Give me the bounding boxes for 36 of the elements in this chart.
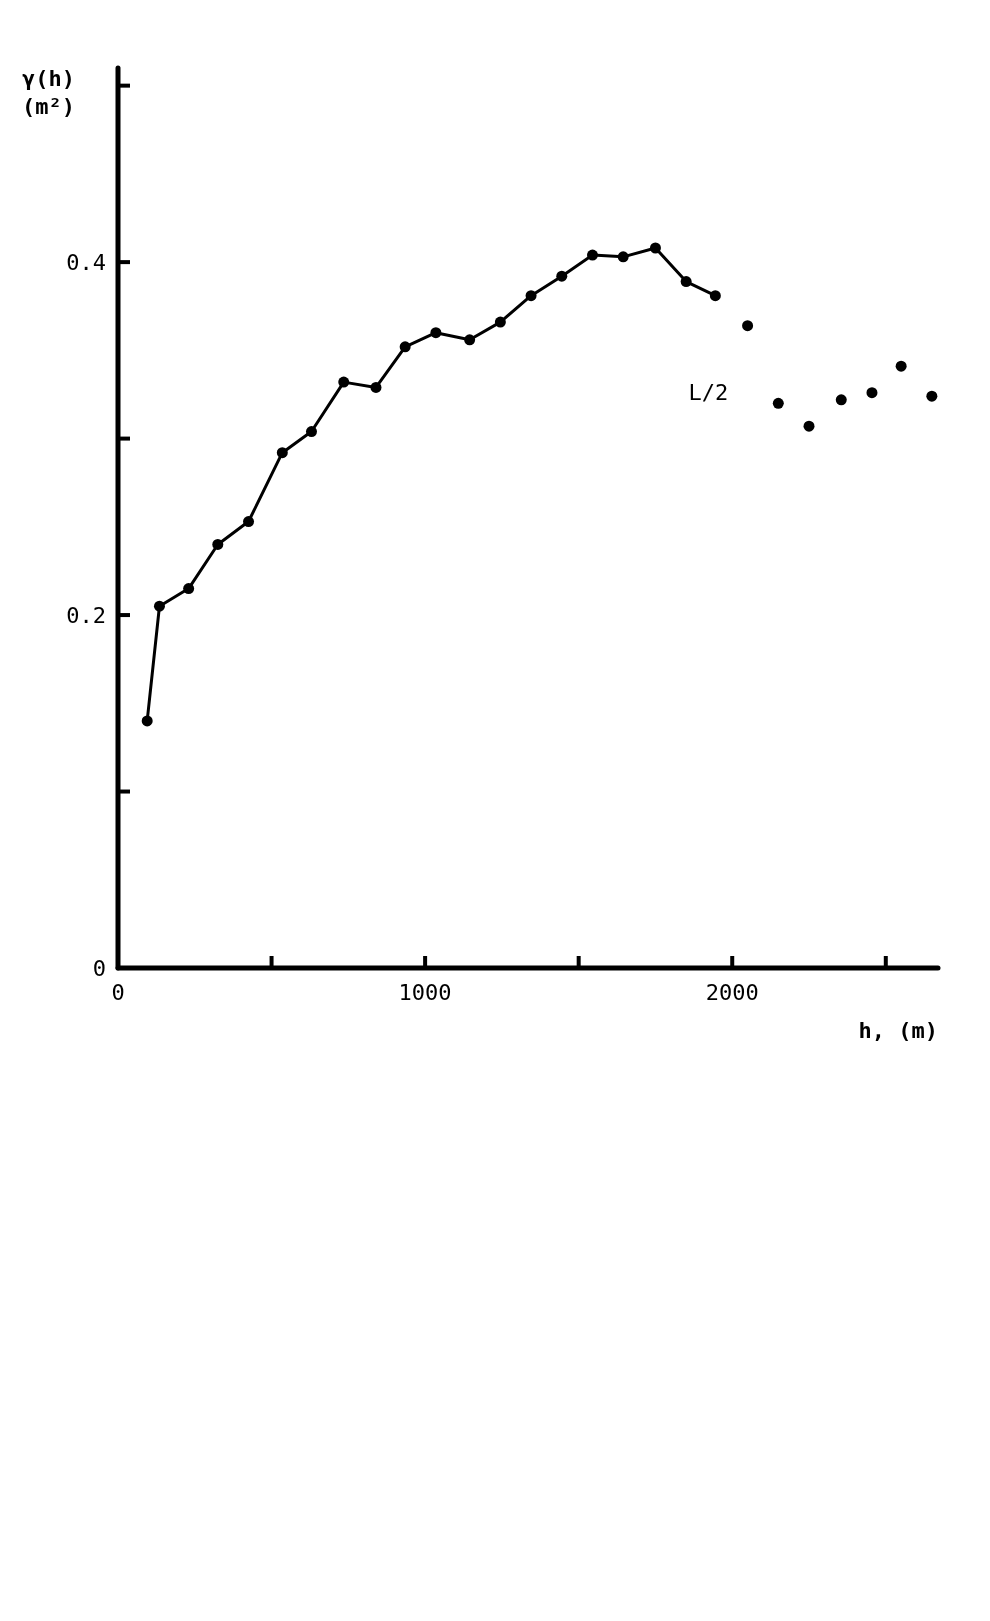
y-tick-label: 0 xyxy=(92,955,106,981)
point xyxy=(586,249,598,261)
point xyxy=(742,320,754,332)
point xyxy=(803,420,815,432)
point xyxy=(494,316,506,328)
point xyxy=(430,327,442,339)
point xyxy=(556,270,568,282)
point xyxy=(835,394,847,406)
point xyxy=(141,715,153,727)
annotation: L/2 xyxy=(688,379,729,405)
x-tick-label: 2000 xyxy=(705,980,759,1005)
point xyxy=(926,390,938,402)
point xyxy=(895,360,907,372)
point xyxy=(709,290,721,302)
point xyxy=(305,426,317,438)
point xyxy=(276,447,288,459)
point xyxy=(338,376,350,388)
point xyxy=(399,341,411,353)
point xyxy=(243,516,255,528)
y-axis-title: γ(h) (m²) xyxy=(22,65,75,119)
point xyxy=(866,387,878,399)
y-tick-label: 0.2 xyxy=(66,602,106,628)
point xyxy=(183,583,195,595)
point xyxy=(370,381,382,393)
point xyxy=(464,334,476,346)
point xyxy=(525,290,537,302)
point xyxy=(212,538,224,550)
x-tick-label: 1000 xyxy=(398,980,452,1005)
point xyxy=(153,600,165,612)
x-tick-label: 0 xyxy=(111,980,125,1005)
point xyxy=(680,276,692,288)
point xyxy=(617,251,629,263)
x-axis-title: h, (m) xyxy=(858,1018,938,1043)
y-tick-label: 0.4 xyxy=(66,249,106,275)
point xyxy=(772,397,784,409)
point xyxy=(649,242,661,254)
